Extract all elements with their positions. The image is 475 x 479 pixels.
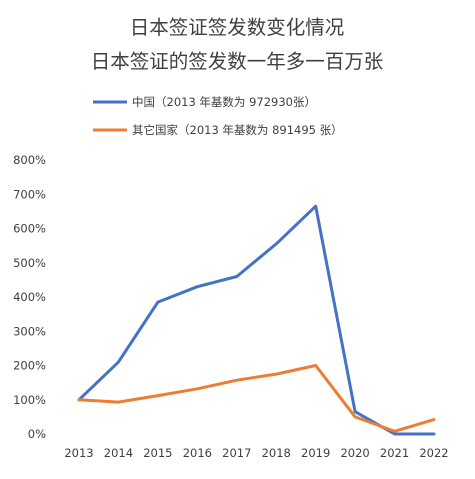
y-tick-label: 0% (28, 427, 46, 441)
chart-title-line-2: 日本签证的签发数一年多一百万张 (91, 50, 384, 73)
y-axis: 0% 100% 200% 300% 400% 500% 600% 700% 800% (13, 153, 46, 441)
x-tick-label: 2022 (419, 446, 448, 460)
y-tick-label: 400% (13, 290, 46, 304)
y-tick-label: 600% (13, 222, 46, 236)
x-tick-label: 2015 (143, 446, 172, 460)
legend-item-china: 中国（2013 年基数为 972930张） (93, 95, 316, 109)
x-tick-label: 2018 (262, 446, 291, 460)
y-tick-label: 100% (13, 393, 46, 407)
x-tick-label: 2021 (380, 446, 409, 460)
legend: 中国（2013 年基数为 972930张） 其它国家（2013 年基数为 891… (93, 95, 343, 137)
x-tick-label: 2019 (301, 446, 330, 460)
plot-series (77, 204, 436, 436)
chart-title-line-1: 日本签证签发数变化情况 (130, 16, 345, 39)
x-tick-label: 2017 (222, 446, 251, 460)
y-tick-label: 700% (13, 187, 46, 201)
series-line-other (77, 364, 436, 433)
y-tick-label: 500% (13, 256, 46, 270)
x-tick-label: 2020 (340, 446, 369, 460)
x-tick-label: 2014 (104, 446, 133, 460)
y-tick-label: 200% (13, 359, 46, 373)
x-tick-label: 2013 (64, 446, 93, 460)
y-tick-label: 300% (13, 324, 46, 338)
x-axis: 2013 2014 2015 2016 2017 2018 2019 2020 2021 2022 (64, 446, 448, 460)
legend-label-other: 其它国家（2013 年基数为 891495 张） (132, 123, 343, 137)
y-tick-label: 800% (13, 153, 46, 167)
x-tick-label: 2016 (183, 446, 212, 460)
legend-item-other: 其它国家（2013 年基数为 891495 张） (93, 123, 343, 137)
legend-label-china: 中国（2013 年基数为 972930张） (132, 95, 316, 109)
